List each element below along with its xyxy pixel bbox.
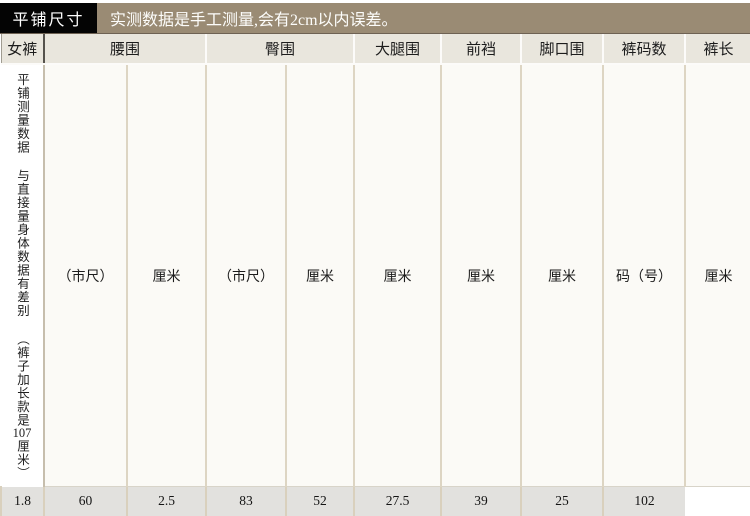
flat-size-label: 平铺尺寸 [0,3,97,33]
unit-header-row: 平铺测量数据 与直接量身体数据有差别 ︵裤子加长款是107厘米︶ （市尺） 厘米（… [1,64,750,487]
measurement-disclaimer: 实测数据是手工测量,会有2cm以内误差。 [110,12,398,29]
side-note-vertical-text: 平铺测量数据 与直接量身体数据有差别 ︵裤子加长款是107厘米︶ [13,66,32,480]
column-group-header: 裤长 [684,34,750,65]
side-note-part2: 厘米︶ [15,439,29,481]
size-cell: 25 [520,486,604,516]
size-cell: 60 [43,486,127,516]
size-cell: 83 [205,486,287,516]
size-cell: 2.5 [125,486,207,516]
column-group-header: 脚口围 [520,34,604,65]
size-cell: 1.8 [0,486,44,516]
title-bar: 平铺尺寸 实测数据是手工测量,会有2cm以内误差。 [0,3,750,34]
unit-header: 厘米 [684,64,750,487]
column-group-header: 腰围 [42,34,207,65]
group-header-row: 女裤 腰围 臀围 大腿围 前裆 脚口围 裤码数 裤长 [0,34,750,65]
size-table: 女裤 腰围 臀围 大腿围 前裆 脚口围 裤码数 裤长 平铺测量数据 与直接量身体数据有差别 … [0,34,750,516]
column-group-header: 前裆 [440,34,522,65]
corner-header-women-pants: 女裤 [0,34,45,65]
unit-header: 厘米 [353,64,442,487]
unit-header: （市尺） [205,64,287,487]
unit-header: 厘米 [285,64,355,487]
unit-header: 码（号） [602,64,686,487]
side-note-cell: 平铺测量数据 与直接量身体数据有差别 ︵裤子加长款是107厘米︶ [1,64,45,487]
side-note-number: 107 [12,426,32,440]
size-cell: 39 [440,486,522,516]
unit-header: 厘米 [520,64,604,487]
size-cell: 52 [285,486,355,516]
unit-header: 厘米 [440,64,522,487]
size-cell: 27.5 [353,486,442,516]
unit-header: 厘米 [125,64,207,487]
size-row: 1.8 60 2.5 83 52 27.5 39 25 102 [0,486,750,516]
column-group-header: 大腿围 [353,34,442,65]
column-group-header: 裤码数 [602,34,686,65]
size-cell: 102 [602,486,686,516]
side-note-part1: 平铺测量数据 与直接量身体数据有差别 ︵裤子加长款是 [15,73,29,427]
unit-header: （市尺） [43,64,127,487]
column-group-header: 臀围 [205,34,355,65]
